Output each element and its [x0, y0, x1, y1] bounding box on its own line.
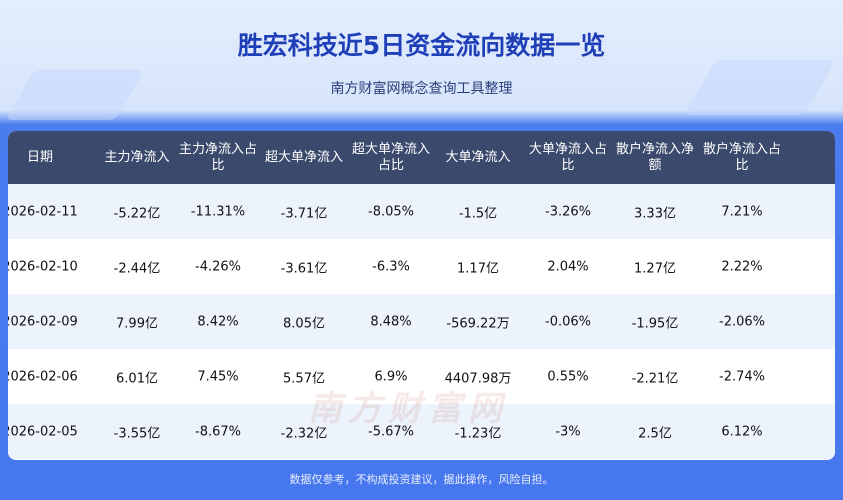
column-header: 主力净流入占比 — [178, 141, 257, 173]
table-cell: 2.5亿 — [638, 426, 672, 441]
table-cell: 8.05亿 — [283, 316, 325, 331]
watermark-logo: 南方财富网 — [308, 389, 508, 429]
table-cell: -1.5亿 — [458, 206, 498, 221]
table-cell: 6.12% — [721, 424, 763, 439]
fund-flow-table: 日期 主力净流入 主力净流入占比 超大单净流入 超大单净流入占比 大单净流入 大单净流入占比… — [8, 131, 835, 460]
table-cell: 5.57亿 — [283, 371, 325, 386]
table-cell: -2.06% — [719, 314, 765, 329]
table-header: 日期 主力净流入 主力净流入占比 超大单净流入 超大单净流入占比 大单净流入 大单净流入占比… — [8, 131, 835, 184]
table-cell: 2026-02-05 — [8, 424, 78, 439]
table-cell: 8.42% — [197, 314, 239, 329]
table-cell: -2.44亿 — [113, 261, 161, 276]
column-header: 散户净流入占比 — [702, 141, 781, 173]
table-cell: -11.31% — [190, 204, 246, 219]
table-cell: -3% — [555, 424, 581, 439]
table-cell: 2.22% — [721, 259, 763, 274]
table-cell: -8.67% — [195, 424, 241, 439]
column-header: 散户净流入净额 — [615, 141, 694, 173]
table-cell: -0.06% — [545, 314, 591, 329]
table-cell: 6.01亿 — [116, 371, 158, 386]
table-row: 2026-02-05 -3.55亿 -8.67% -2.32亿 -5.67% -1.23亿… — [8, 404, 835, 459]
table-cell: 2026-02-10 — [8, 259, 78, 274]
column-header: 超大单净流入占比 — [351, 141, 430, 173]
table-cell: -1.23亿 — [454, 426, 502, 441]
table-cell: 8.48% — [370, 314, 412, 329]
table-row: 2026-02-11 -5.22亿 -11.31% -3.71亿 -8.05% -1.5亿… — [8, 184, 835, 239]
table-row: 2026-02-06 6.01亿 7.45% 5.57亿 6.9% 4407.98万 0.5… — [8, 349, 835, 404]
table-cell: 7.21% — [721, 204, 763, 219]
table-cell: -3.61亿 — [280, 261, 328, 276]
disclaimer: 数据仅参考，不构成投资建议，据此操作，风险自担。 — [289, 473, 554, 486]
table-cell: -569.22万 — [446, 316, 510, 331]
table-cell: -2.32亿 — [280, 426, 328, 441]
table-cell: -5.22亿 — [113, 206, 161, 221]
table-cell: 3.33亿 — [634, 206, 676, 221]
column-header: 日期 — [26, 149, 53, 165]
table-row: 2026-02-09 7.99亿 8.42% 8.05亿 8.48% -569.22万 -0… — [8, 294, 835, 349]
page-title: 胜宏科技近5日资金流向数据一览 — [237, 31, 606, 60]
table-cell: -6.3% — [372, 259, 410, 274]
column-header: 超大单净流入 — [264, 149, 343, 165]
column-header: 大单净流入占比 — [528, 141, 607, 173]
table-cell: 2.04% — [547, 259, 589, 274]
table-cell: 6.9% — [374, 369, 408, 384]
table-row: 2026-02-10 -2.44亿 -4.26% -3.61亿 -6.3% 1.17亿 2.… — [8, 239, 835, 294]
column-header: 主力净流入 — [104, 149, 170, 165]
table-cell: -4.26% — [195, 259, 241, 274]
table-cell: 2026-02-11 — [8, 204, 78, 219]
column-header: 大单净流入 — [445, 149, 511, 165]
page-subtitle: 南方财富网概念查询工具整理 — [330, 81, 513, 97]
table-cell: -8.05% — [368, 204, 414, 219]
table-cell: 1.27亿 — [634, 261, 676, 276]
table-cell: 0.55% — [547, 369, 589, 384]
table-cell: -2.21亿 — [631, 371, 679, 386]
table-cell: -1.95亿 — [631, 316, 679, 331]
table-cell: -5.67% — [368, 424, 414, 439]
table-cell: 7.45% — [197, 369, 239, 384]
table-cell: 2026-02-06 — [8, 369, 78, 384]
table-cell: 2026-02-09 — [8, 314, 78, 329]
table-cell: -3.71亿 — [280, 206, 328, 221]
table-cell: 4407.98万 — [444, 371, 512, 386]
table-cell: -3.55亿 — [113, 426, 161, 441]
table-cell: 7.99亿 — [116, 316, 158, 331]
table-cell: 1.17亿 — [457, 261, 499, 276]
table-cell: -2.74% — [719, 369, 765, 384]
table-cell: -3.26% — [545, 204, 591, 219]
